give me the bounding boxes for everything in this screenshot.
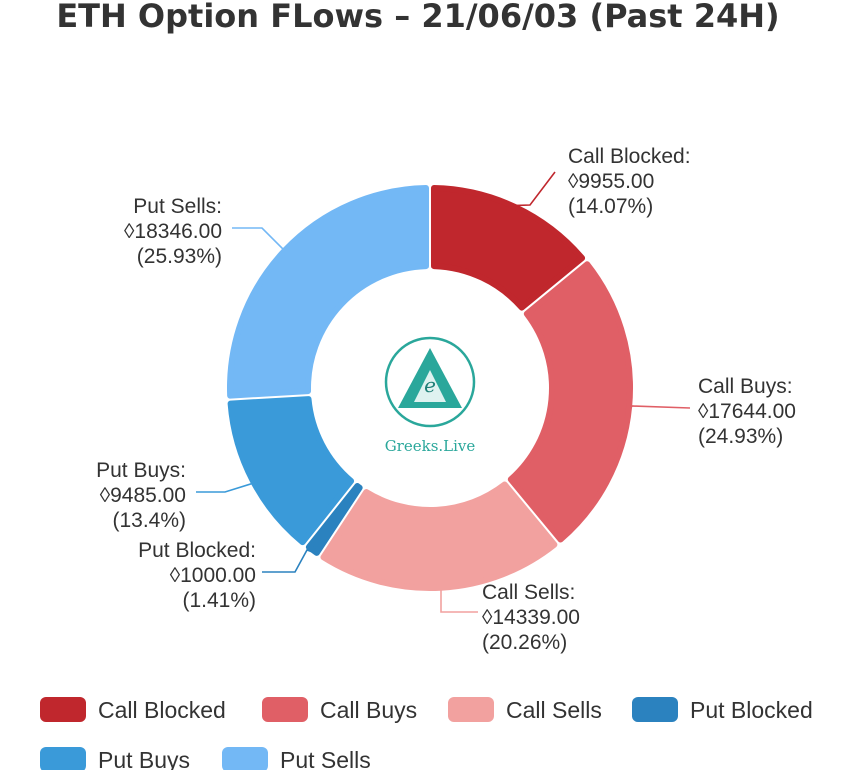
legend-label: Call Sells <box>506 697 602 723</box>
legend-item-call-blocked[interactable]: Call Blocked <box>40 697 226 723</box>
slice-label-value: ◊17644.00 <box>698 400 796 423</box>
logo-triangle-inner <box>414 370 446 402</box>
slice-call-sells <box>320 481 558 591</box>
legend-item-call-buys[interactable]: Call Buys <box>262 697 417 723</box>
slice-label-put-blocked: Put Blocked: ◊1000.00 (1.41%) <box>138 539 256 612</box>
slice-label-name: Put Buys: <box>96 459 186 482</box>
legend-label: Put Blocked <box>690 697 813 723</box>
chart-title: ETH Option FLows – 21/06/03 (Past 24H) <box>56 0 779 35</box>
slice-label-name: Put Sells: <box>133 195 222 218</box>
legend-swatch <box>40 697 86 722</box>
slice-label-name: Call Blocked: <box>568 145 691 168</box>
legend-item-put-blocked[interactable]: Put Blocked <box>632 697 813 723</box>
legend-swatch <box>448 697 494 722</box>
slice-label-value: ◊14339.00 <box>482 606 580 629</box>
legend-swatch <box>222 747 268 770</box>
slice-call-blocked <box>430 185 586 311</box>
slice-label-percent: (20.26%) <box>482 631 567 654</box>
legend-item-call-sells[interactable]: Call Sells <box>448 697 602 723</box>
logo-e-glyph: e <box>424 373 436 397</box>
slice-label-percent: (13.4%) <box>112 509 186 532</box>
slice-label-value: ◊18346.00 <box>124 220 222 243</box>
slice-put-buys <box>227 396 355 546</box>
leader-line-put-blocked <box>262 549 312 573</box>
slice-label-value: ◊1000.00 <box>170 564 256 587</box>
leader-line-call-blocked <box>516 171 556 207</box>
slice-label-percent: (14.07%) <box>568 195 653 218</box>
slice-put-sells <box>227 185 430 399</box>
slice-label-value: ◊9485.00 <box>100 484 186 507</box>
legend-swatch <box>40 747 86 770</box>
legend-swatch <box>262 697 308 722</box>
logo-text: Greeks.Live <box>385 437 476 455</box>
slice-label-call-sells: Call Sells: ◊14339.00 (20.26%) <box>482 581 580 654</box>
legend-item-put-buys[interactable]: Put Buys <box>40 747 190 770</box>
legend-item-put-sells[interactable]: Put Sells <box>222 747 371 770</box>
donut-slices <box>227 185 633 591</box>
slice-put-blocked <box>305 483 363 556</box>
leader-line-call-buys <box>630 405 691 409</box>
slice-label-put-sells: Put Sells: ◊18346.00 (25.93%) <box>124 195 222 268</box>
slice-label-name: Call Sells: <box>482 581 575 604</box>
slice-label-percent: (1.41%) <box>182 589 256 612</box>
slice-label-name: Call Buys: <box>698 375 793 398</box>
slice-label-put-buys: Put Buys: ◊9485.00 (13.4%) <box>96 459 186 532</box>
chart-legend: Call Blocked Call Buys Call Sells Put Block… <box>40 697 813 770</box>
slice-label-value: ◊9955.00 <box>568 170 654 193</box>
slice-label-percent: (25.93%) <box>137 245 222 268</box>
slice-label-call-buys: Call Buys: ◊17644.00 (24.93%) <box>698 375 796 448</box>
leader-line-call-sells <box>440 587 478 613</box>
greeks-live-logo: e Greeks.Live <box>385 336 476 455</box>
legend-label: Call Blocked <box>98 697 226 723</box>
legend-label: Call Buys <box>320 697 417 723</box>
legend-swatch <box>632 697 678 722</box>
label-leader-lines <box>196 171 691 613</box>
slice-label-name: Put Blocked: <box>138 539 256 562</box>
slice-label-call-blocked: Call Blocked: ◊9955.00 (14.07%) <box>568 145 691 218</box>
leader-line-put-sells <box>232 227 284 250</box>
slice-labels: Call Blocked: ◊9955.00 (14.07%)Call Buys: ◊… <box>96 145 796 654</box>
leader-line-put-buys <box>196 480 258 493</box>
legend-label: Put Sells <box>280 747 371 770</box>
legend-label: Put Buys <box>98 747 190 770</box>
slice-label-percent: (24.93%) <box>698 425 783 448</box>
slice-call-buys <box>507 261 633 543</box>
